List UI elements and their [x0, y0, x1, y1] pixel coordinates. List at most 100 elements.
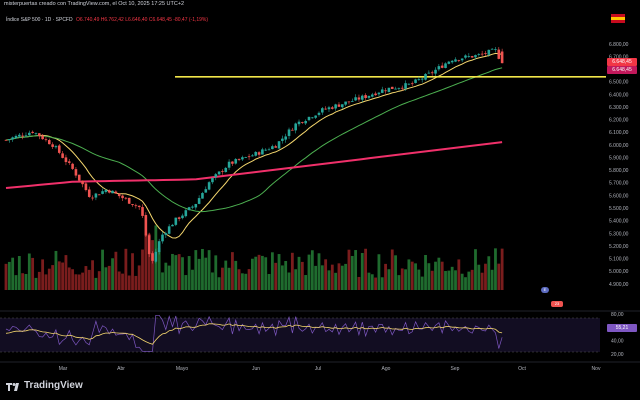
volume-bar — [37, 271, 41, 290]
candle-body — [124, 197, 128, 199]
rsi-tick-label: 20,00 — [611, 352, 624, 358]
volume-bar — [204, 257, 208, 290]
volume-bar — [304, 275, 308, 290]
x-axis-label: Jun — [252, 366, 260, 372]
candle-body — [500, 51, 504, 64]
candle-body — [467, 56, 471, 57]
candle-body — [484, 53, 487, 54]
candle-body — [294, 123, 297, 131]
volume-bar — [177, 254, 181, 290]
price-chart[interactable]: 6.800,006.700,006.600,006.500,006.400,00… — [0, 10, 640, 375]
x-axis-label: Mar — [59, 366, 68, 372]
candle-body — [344, 101, 347, 105]
candle-body — [331, 107, 334, 109]
volume-bar — [17, 256, 21, 290]
volume-bar — [327, 270, 331, 290]
candle-body — [34, 132, 38, 134]
volume-bar — [287, 272, 291, 290]
volume-bar — [480, 272, 484, 290]
volume-bar — [27, 253, 31, 290]
candle-body — [147, 235, 151, 255]
candle-body — [104, 189, 108, 193]
rsi-signal-line — [5, 323, 503, 345]
volume-bar — [404, 269, 407, 290]
candle-body — [221, 171, 224, 172]
volume-bar — [94, 277, 98, 290]
volume-bar — [427, 263, 431, 290]
volume-bar — [197, 258, 201, 290]
candle-body — [347, 101, 351, 103]
rsi-tick-label: 40,00 — [611, 338, 624, 344]
rsi-band — [0, 318, 600, 352]
volume-bar — [117, 271, 121, 290]
tradingview-wordmark: TradingView — [24, 380, 83, 391]
candle-body — [21, 135, 24, 137]
volume-bar — [161, 272, 164, 290]
candle-body — [74, 169, 78, 176]
volume-bar — [107, 265, 111, 290]
volume-bar — [254, 256, 258, 290]
volume-bar — [490, 269, 494, 290]
candle-body — [287, 129, 291, 136]
candle-body — [234, 159, 238, 164]
candle-body — [144, 215, 148, 236]
volume-bar — [340, 265, 344, 290]
candle-body — [191, 206, 194, 208]
symbol-legend[interactable]: Índice S&P 500 · 1D · SPCFD O6.740,49 H6… — [6, 17, 208, 23]
volume-bar — [354, 250, 358, 290]
candle-body — [67, 161, 71, 163]
candle-body — [244, 157, 248, 158]
candle-body — [264, 149, 268, 151]
candle-body — [394, 88, 397, 90]
volume-bar — [97, 271, 101, 290]
volume-bar — [350, 255, 354, 290]
earnings-event-icon[interactable]: E — [541, 287, 549, 293]
candle-body — [314, 115, 317, 118]
price-tick-label: 5.200,00 — [609, 244, 629, 250]
volume-bar — [414, 263, 417, 290]
candle-body — [241, 157, 244, 160]
volume-bar — [367, 272, 371, 290]
volume-bar — [124, 248, 128, 290]
candle-body — [374, 93, 377, 96]
volume-bar — [24, 273, 28, 290]
volume-bar — [377, 254, 381, 290]
candle-body — [297, 121, 301, 125]
candle-body — [127, 197, 131, 204]
volume-bar — [260, 255, 264, 290]
candle-body — [11, 137, 14, 140]
candle-body — [44, 139, 48, 141]
candle-body — [357, 97, 361, 100]
candle-body — [364, 95, 367, 99]
candle-body — [337, 104, 341, 107]
candle-body — [157, 241, 161, 253]
volume-bar — [264, 257, 268, 290]
candle-body — [304, 120, 307, 124]
volume-bar — [394, 255, 397, 290]
candle-body — [284, 136, 287, 140]
candle-body — [311, 117, 314, 119]
candle-body — [380, 89, 384, 93]
candle-body — [271, 146, 274, 150]
volume-bar — [41, 259, 45, 290]
volume-bar — [167, 265, 171, 290]
candle-body — [81, 180, 84, 185]
volume-bar — [84, 266, 88, 290]
candle-body — [164, 233, 168, 235]
event-marker-icon[interactable]: 23 — [551, 301, 563, 307]
candle-body — [217, 171, 221, 175]
candle-body — [334, 104, 337, 109]
candle-body — [494, 49, 497, 50]
volume-bar — [430, 270, 434, 290]
volume-bar — [380, 277, 384, 290]
candle-body — [181, 215, 184, 219]
volume-bar — [54, 250, 58, 290]
price-tick-label: 5.100,00 — [609, 257, 629, 263]
candle-body — [97, 194, 101, 196]
volume-bar — [274, 262, 278, 290]
volume-bar — [330, 264, 334, 290]
candle-body — [340, 104, 344, 108]
last-price-badge: 6.648,45 — [607, 58, 637, 66]
candle-body — [474, 55, 477, 58]
volume-bar — [310, 250, 314, 290]
